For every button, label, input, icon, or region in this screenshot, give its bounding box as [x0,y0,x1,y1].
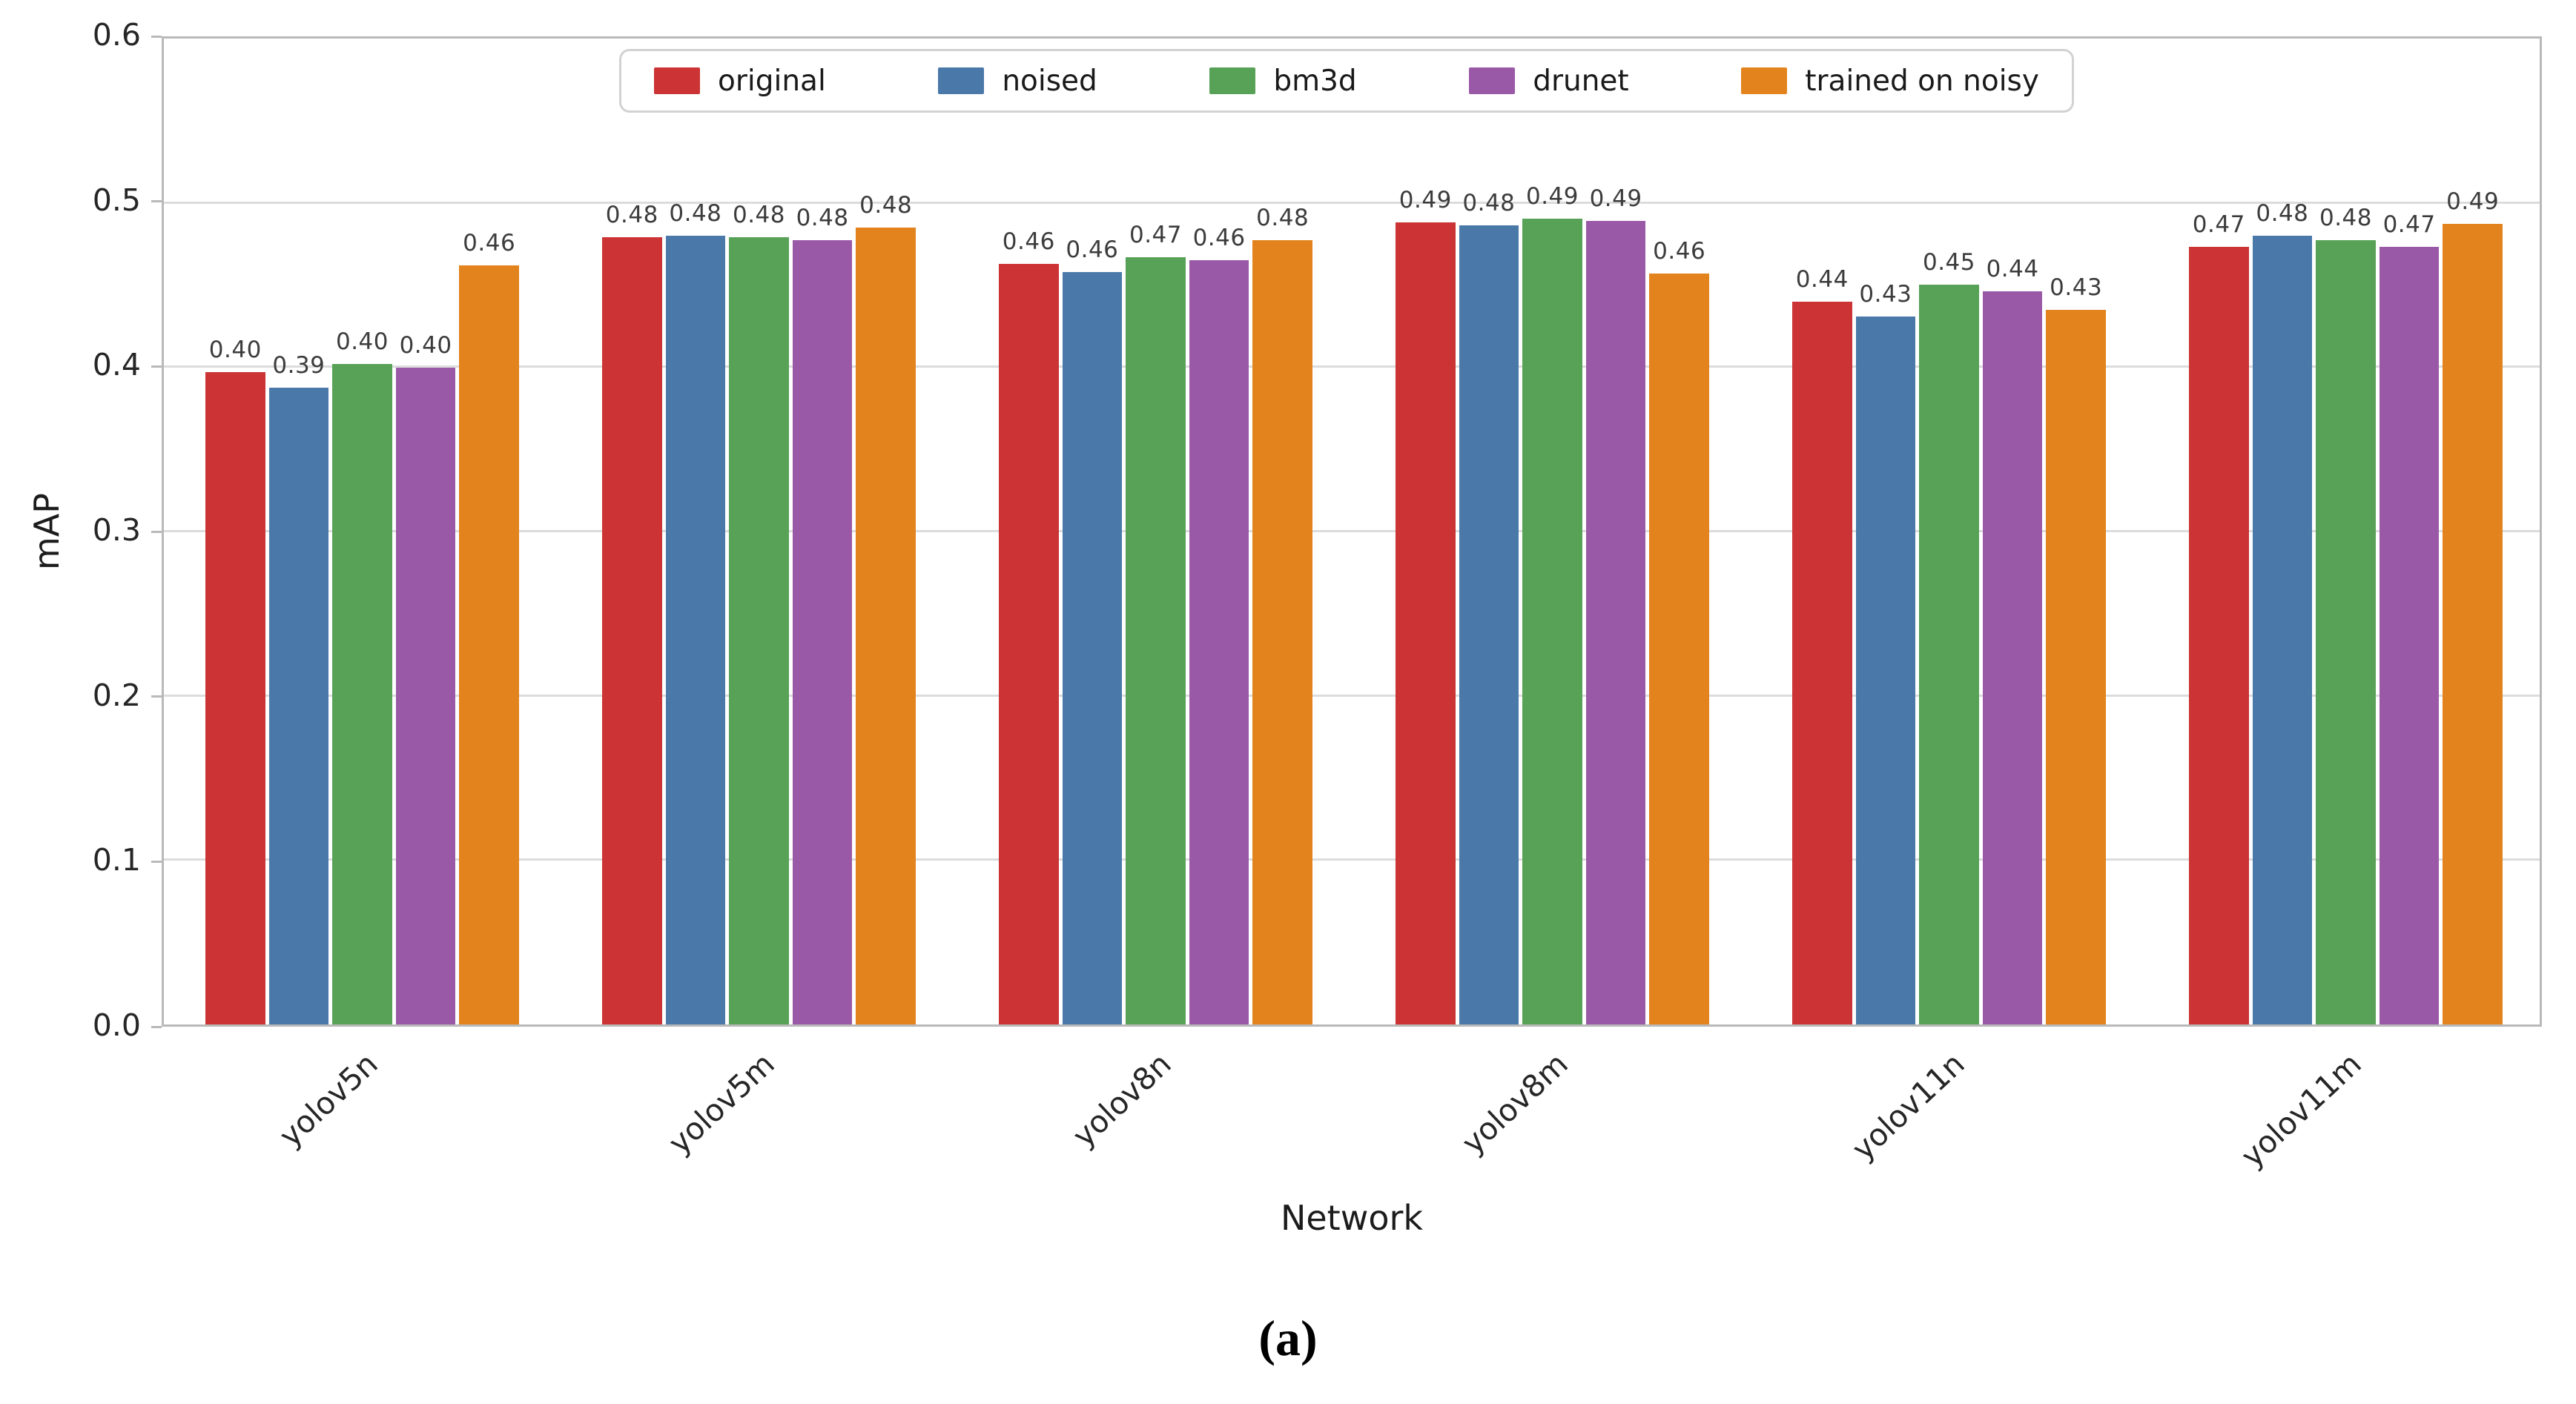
legend-label: bm3d [1273,64,1357,98]
bar-value-label: 0.44 [1795,265,1849,293]
bar-value-label: 0.45 [1922,249,1976,277]
y-tick-label: 0.4 [92,347,141,383]
bar-value-label: 0.49 [1398,186,1452,213]
y-tick-label: 0.5 [92,182,141,218]
bar-value-label: 0.47 [2192,211,2245,239]
gridline [164,858,2540,861]
legend-swatch-icon [1469,67,1516,94]
bar-value-label: 0.39 [272,351,326,379]
bar-bm3d-yolov5n [332,364,392,1024]
bar-value-label: 0.47 [2382,211,2436,239]
bar-value-label: 0.48 [1256,205,1310,232]
bar-value-label: 0.48 [796,205,849,232]
y-tick-mark [151,530,162,533]
bar-original-yolov11m [2189,247,2249,1024]
bar-value-label: 0.40 [399,331,452,359]
bar-drunet-yolov8n [1189,260,1249,1024]
bar-bm3d-yolov11n [1919,285,1979,1024]
bar-original-yolov11n [1792,301,1852,1024]
bar-trained-on-noisy-yolov5m [856,227,916,1024]
y-tick-mark [151,1025,162,1028]
bar-value-label: 0.48 [732,201,786,228]
legend-label: noised [1002,64,1097,98]
bar-bm3d-yolov8n [1126,256,1186,1024]
bar-value-label: 0.44 [1986,256,2039,283]
y-tick-mark [151,860,162,863]
legend-item-original: original [654,64,826,98]
bar-value-label: 0.49 [2446,188,2500,216]
bar-original-yolov5m [602,236,662,1024]
bar-drunet-yolov5n [395,367,456,1024]
bar-value-label: 0.48 [669,199,722,227]
y-tick-label: 0.1 [92,842,141,878]
bar-value-label: 0.46 [1192,225,1246,252]
legend-item-noised: noised [938,64,1097,98]
bar-value-label: 0.40 [335,328,389,356]
x-axis-label: Network [1280,1198,1424,1238]
legend-label: trained on noisy [1805,64,2039,98]
bar-original-yolov8m [1396,222,1456,1024]
legend-item-bm3d: bm3d [1209,64,1357,98]
bar-value-label: 0.48 [1462,190,1516,217]
bar-value-label: 0.43 [1859,280,1912,308]
bar-value-label: 0.46 [1066,236,1119,263]
bar-value-label: 0.48 [859,191,913,219]
bar-value-label: 0.47 [1129,221,1183,248]
gridline [164,201,2540,204]
bar-original-yolov8n [999,263,1059,1024]
y-tick-label: 0.3 [92,512,141,548]
legend-swatch-icon [938,67,985,94]
legend-swatch-icon [1741,67,1788,94]
y-tick-label: 0.2 [92,677,141,713]
plot-area: 0.40 0.39 0.40 0.40 0.46 0.48 0.48 0.48 0.48 0.48… [162,36,2542,1027]
bar-trained-on-noisy-yolov11m [2443,224,2503,1024]
bar-drunet-yolov8m [1585,220,1646,1024]
y-tick-mark [151,695,162,698]
legend-label: drunet [1533,64,1629,98]
bar-noised-yolov11m [2252,235,2313,1024]
bar-value-label: 0.49 [1589,185,1642,212]
legend-swatch-icon [654,67,700,94]
bar-drunet-yolov11n [1982,291,2043,1024]
bar-bm3d-yolov11m [2316,240,2376,1024]
bar-trained-on-noisy-yolov5n [459,265,519,1024]
bar-drunet-yolov11m [2379,247,2440,1024]
bar-value-label: 0.43 [2050,274,2103,301]
bar-noised-yolov5n [268,387,329,1024]
bar-value-label: 0.48 [605,201,658,228]
bar-trained-on-noisy-yolov11n [2046,309,2106,1024]
bar-value-label: 0.49 [1525,183,1579,211]
legend-label: original [718,64,826,98]
bar-bm3d-yolov5m [729,236,789,1024]
bar-value-label: 0.46 [1002,228,1055,255]
bar-noised-yolov11n [1855,316,1916,1024]
bar-value-label: 0.40 [208,337,262,364]
bar-trained-on-noisy-yolov8m [1649,273,1709,1024]
y-tick-mark [151,365,162,368]
y-tick-label: 0.0 [92,1007,141,1043]
legend: original noised bm3d drunet trained on noisy [619,49,2074,113]
bar-trained-on-noisy-yolov8n [1252,240,1312,1024]
bar-value-label: 0.48 [2256,199,2309,227]
gridline [164,530,2540,532]
legend-item-trained-on-noisy: trained on noisy [1741,64,2039,98]
subfigure-caption: (a) [1258,1310,1318,1366]
y-tick-mark [151,200,162,203]
gridline [164,365,2540,368]
gridline [164,694,2540,697]
bar-noised-yolov8n [1062,271,1123,1024]
bar-noised-yolov5m [665,235,726,1024]
y-tick-label: 0.6 [92,17,141,53]
legend-swatch-icon [1209,67,1256,94]
bar-drunet-yolov5m [792,240,853,1024]
bar-noised-yolov8m [1459,225,1519,1024]
bar-value-label: 0.46 [1653,237,1706,265]
bar-value-label: 0.48 [2319,205,2373,232]
legend-item-drunet: drunet [1469,64,1629,98]
bar-original-yolov5n [205,372,265,1024]
bar-bm3d-yolov8m [1522,219,1582,1024]
bar-value-label: 0.46 [463,229,516,256]
y-tick-mark [151,35,162,38]
